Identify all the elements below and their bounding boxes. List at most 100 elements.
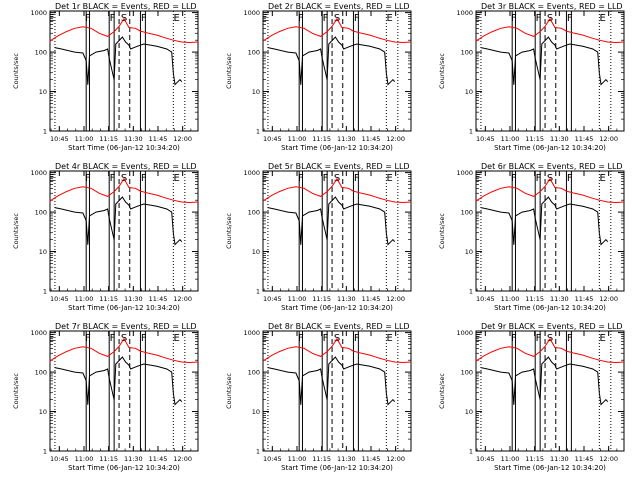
data-point-events: [394, 241, 395, 242]
data-point-events: [103, 370, 105, 371]
data-point-lld: [181, 201, 182, 203]
x-tick-label: 11:15: [99, 135, 118, 143]
data-point-lld: [549, 18, 551, 20]
data-point-events: [534, 377, 536, 379]
data-point-events: [326, 399, 328, 401]
data-point-lld: [49, 360, 51, 362]
data-point-events: [274, 48, 275, 50]
data-point-lld: [402, 362, 404, 363]
data-point-events: [369, 45, 371, 47]
data-point-events: [172, 392, 174, 394]
data-point-lld: [336, 18, 338, 20]
data-point-lld: [197, 201, 199, 203]
x-tick-label: 11:30: [124, 455, 143, 463]
data-point-lld: [135, 347, 136, 349]
data-point-events: [108, 57, 110, 59]
data-point-events: [541, 363, 543, 365]
data-point-events: [556, 48, 557, 50]
data-point-lld: [82, 186, 84, 188]
x-tick-label: 11:45: [149, 135, 168, 143]
data-point-events: [85, 220, 87, 222]
phase-marker-label: F: [141, 13, 147, 24]
data-point-lld: [369, 194, 371, 196]
series-line-events: [267, 196, 395, 246]
x-tick-label: 11:00: [501, 455, 520, 463]
data-point-lld: [279, 351, 280, 353]
x-tick-label: 11:45: [575, 295, 594, 303]
data-point-events: [295, 212, 297, 214]
data-point-events: [334, 196, 336, 198]
data-point-lld: [539, 31, 541, 33]
data-point-events: [166, 208, 168, 210]
data-point-lld: [377, 37, 379, 39]
phase-marker-label: E: [261, 13, 267, 24]
data-point-lld: [402, 202, 404, 203]
data-point-lld: [554, 347, 556, 348]
data-point-events: [379, 48, 381, 50]
data-point-lld: [331, 345, 333, 347]
data-point-events: [511, 60, 513, 62]
data-point-events: [541, 43, 543, 45]
data-point-lld: [410, 201, 412, 203]
x-tick-label: 11:45: [362, 295, 381, 303]
data-point-events: [394, 81, 395, 82]
data-point-lld: [492, 31, 493, 33]
phase-marker-label: F: [354, 13, 360, 24]
x-tick-label: 11:00: [75, 135, 94, 143]
data-point-events: [113, 79, 115, 81]
data-point-events: [508, 372, 510, 374]
data-point-events: [385, 232, 387, 234]
data-point-events: [513, 84, 515, 85]
detector-panel: Det 8r BLACK = Events, RED = LLD 1 10 100 10…: [225, 322, 412, 472]
data-point-events: [143, 43, 145, 45]
y-tick-label: 1000: [456, 329, 473, 337]
data-point-lld: [66, 31, 67, 33]
x-tick-label: 11:30: [550, 295, 569, 303]
y-tick-label: 100: [35, 209, 47, 217]
y-axis-label: Counts/sec: [225, 373, 233, 409]
data-point-lld: [135, 27, 136, 29]
data-point-events: [321, 377, 323, 379]
data-point-events: [349, 45, 351, 47]
data-point-events: [582, 205, 584, 207]
data-point-events: [541, 203, 543, 205]
data-point-events: [598, 232, 600, 234]
data-point-lld: [582, 354, 584, 356]
data-point-events: [87, 84, 89, 85]
data-point-lld: [508, 26, 510, 28]
data-point-events: [174, 244, 176, 245]
y-tick-label: 10: [465, 248, 473, 256]
phase-marker-label: E: [173, 333, 179, 344]
data-point-events: [267, 367, 269, 368]
data-point-lld: [107, 195, 108, 197]
data-point-events: [582, 365, 584, 367]
plot-frame: [262, 330, 412, 452]
data-point-events: [328, 43, 330, 45]
data-point-events: [515, 215, 516, 217]
data-point-events: [356, 203, 358, 205]
phase-marker-label: F: [85, 13, 91, 24]
data-point-lld: [336, 178, 338, 180]
data-point-lld: [148, 32, 150, 34]
x-tick-label: 11:15: [312, 455, 331, 463]
x-tick-label: 11:15: [312, 295, 331, 303]
x-tick-label: 11:00: [75, 455, 94, 463]
data-point-lld: [98, 192, 100, 194]
data-point-lld: [348, 347, 349, 349]
x-tick-label: 11:30: [337, 295, 356, 303]
x-tick-label: 11:15: [525, 135, 544, 143]
x-tick-label: 11:00: [288, 455, 307, 463]
panel-title: Det 3r BLACK = Events, RED = LLD: [481, 2, 623, 11]
data-point-events: [600, 84, 602, 85]
data-point-events: [136, 45, 138, 47]
data-point-events: [508, 52, 510, 54]
y-tick-label: 10: [39, 88, 47, 96]
data-point-events: [287, 371, 289, 373]
data-point-lld: [164, 37, 166, 39]
data-point-events: [103, 210, 105, 211]
data-point-lld: [189, 42, 191, 43]
data-point-events: [89, 375, 90, 377]
data-point-lld: [590, 37, 592, 39]
data-point-lld: [483, 355, 485, 357]
data-point-events: [511, 220, 513, 222]
